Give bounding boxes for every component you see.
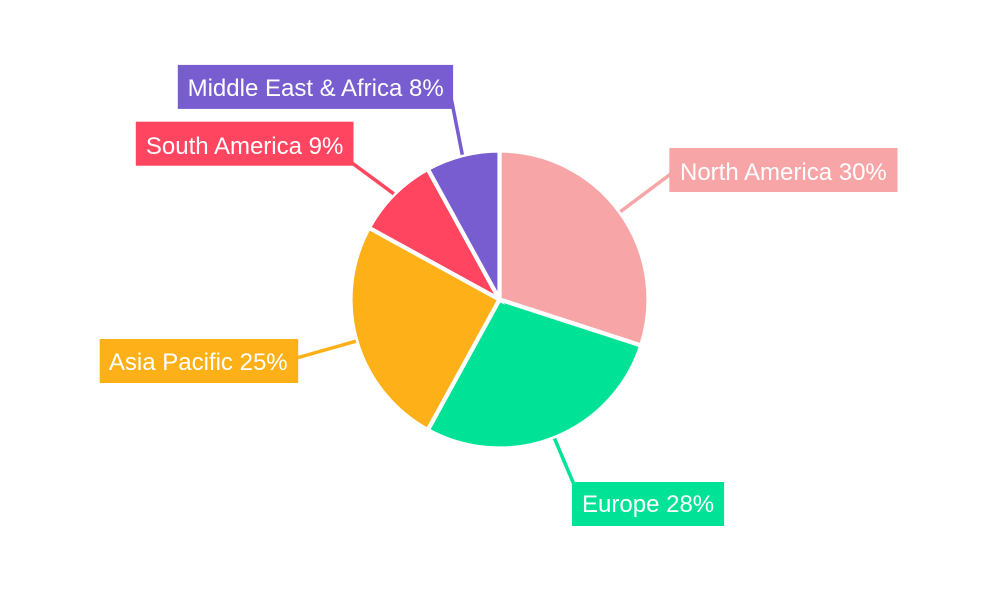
svg-text:Asia Pacific 25%: Asia Pacific 25% [109, 349, 288, 376]
svg-text:South America 9%: South America 9% [146, 133, 343, 160]
svg-text:Middle East & Africa 8%: Middle East & Africa 8% [188, 75, 444, 102]
svg-text:Europe 28%: Europe 28% [582, 491, 714, 518]
svg-text:North America 30%: North America 30% [680, 159, 887, 186]
